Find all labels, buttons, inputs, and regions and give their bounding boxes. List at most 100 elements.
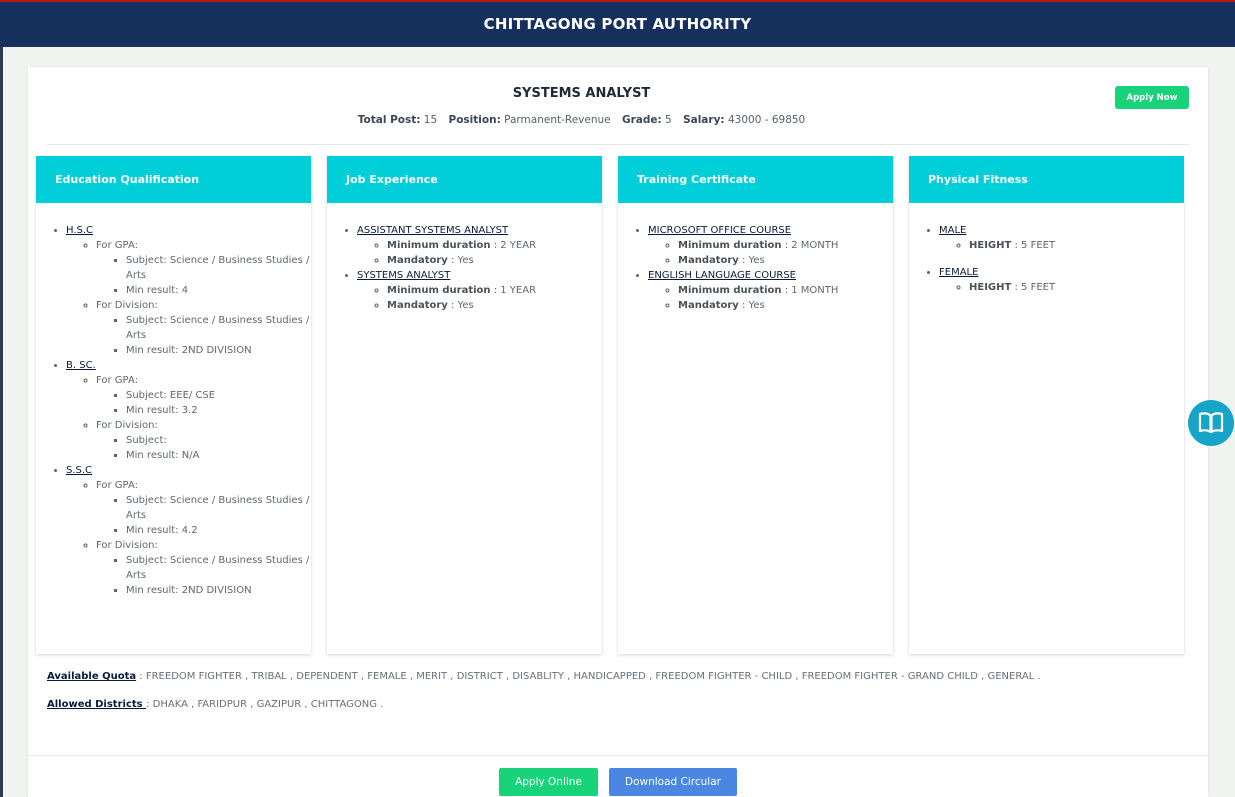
top-header-bar: CHITTAGONG PORT AUTHORITY — [0, 0, 1235, 47]
allowed-districts: Allowed Districts : DHAKA , FARIDPUR , G… — [47, 699, 383, 710]
list-item: For Division: Subject: Science / Busines… — [96, 298, 311, 358]
salary-value: 43000 - 69850 — [727, 114, 806, 126]
height-value: : 5 FEET — [1011, 240, 1056, 251]
download-circular-button[interactable]: Download Circular — [609, 768, 737, 796]
available-quota: Available Quota : FREEDOM FIGHTER , TRIB… — [47, 671, 1041, 682]
gpa-label: For GPA: — [96, 480, 138, 491]
list-item: Min result: N/A — [126, 448, 311, 463]
fitness-panel: Physical Fitness MALE HEIGHT : 5 FEET FE… — [909, 156, 1184, 654]
min-duration-value: : 2 YEAR — [490, 240, 537, 251]
divider — [47, 144, 1189, 145]
position-label: Position: — [448, 114, 501, 126]
list-item: Min result: 4 — [126, 283, 311, 298]
left-edge-strip — [0, 47, 3, 797]
list-item: Mandatory : Yes — [387, 253, 602, 268]
list-item: HEIGHT : 5 FEET — [969, 238, 1184, 253]
list-item: SYSTEMS ANALYST Minimum duration : 1 YEA… — [357, 268, 602, 313]
min-duration-value: : 1 YEAR — [490, 285, 537, 296]
training-panel: Training Certificate MICROSOFT OFFICE CO… — [618, 156, 893, 654]
height-label: HEIGHT — [969, 240, 1012, 251]
list-item: FEMALE HEIGHT : 5 FEET — [939, 265, 1184, 295]
list-item: Min result: 2ND DIVISION — [126, 343, 311, 358]
fitness-female-link[interactable]: FEMALE — [939, 267, 979, 278]
list-item: Minimum duration : 1 YEAR — [387, 283, 602, 298]
mandatory-value: : Yes — [738, 255, 765, 266]
min-duration-label: Minimum duration — [678, 240, 782, 251]
total-post-label: Total Post: — [357, 114, 421, 126]
education-panel: Education Qualification H.S.C For GPA: S… — [36, 156, 311, 654]
edu-hsc-link[interactable]: H.S.C — [66, 225, 94, 236]
apply-now-button[interactable]: Apply Now — [1115, 86, 1189, 109]
list-item: Mandatory : Yes — [678, 298, 893, 313]
footer-divider — [28, 755, 1208, 756]
site-title: CHITTAGONG PORT AUTHORITY — [483, 15, 752, 33]
list-item: Subject: Science / Business Studies / Ar… — [126, 253, 311, 283]
min-duration-value: : 2 MONTH — [781, 240, 839, 251]
mandatory-value: : Yes — [738, 300, 765, 311]
list-item: Minimum duration : 2 YEAR — [387, 238, 602, 253]
division-label: For Division: — [96, 420, 158, 431]
list-item: H.S.C For GPA: Subject: Science / Busine… — [66, 223, 311, 358]
list-item: B. SC. For GPA: Subject: EEE/ CSE Min re… — [66, 358, 311, 463]
list-item: For GPA: Subject: Science / Business Stu… — [96, 478, 311, 538]
grade-value: 5 — [665, 114, 672, 126]
fitness-male-link[interactable]: MALE — [939, 225, 967, 236]
job-meta: Total Post: 15 Position: Parmanent-Reven… — [28, 114, 1135, 126]
gpa-label: For GPA: — [96, 375, 138, 386]
list-item: For GPA: Subject: Science / Business Stu… — [96, 238, 311, 298]
available-quota-value: : FREEDOM FIGHTER , TRIBAL , DEPENDENT ,… — [136, 671, 1041, 682]
experience-panel: Job Experience ASSISTANT SYSTEMS ANALYST… — [327, 156, 602, 654]
height-value: : 5 FEET — [1011, 282, 1056, 293]
mandatory-value: : Yes — [447, 255, 474, 266]
book-open-icon-graphic — [1198, 412, 1224, 434]
mandatory-label: Mandatory — [678, 300, 739, 311]
edu-bsc-link[interactable]: B. SC. — [66, 360, 96, 371]
apply-online-button[interactable]: Apply Online — [499, 768, 598, 796]
salary-label: Salary: — [683, 114, 725, 126]
grade-label: Grade: — [621, 114, 662, 126]
min-duration-label: Minimum duration — [387, 240, 491, 251]
allowed-districts-link[interactable]: Allowed Districts — [47, 699, 147, 710]
list-item: Subject: Science / Business Studies / Ar… — [126, 313, 311, 343]
position-value: Parmanent-Revenue — [504, 114, 611, 126]
list-item: S.S.C For GPA: Subject: Science / Busine… — [66, 463, 311, 598]
mandatory-value: : Yes — [447, 300, 474, 311]
allowed-districts-value: : DHAKA , FARIDPUR , GAZIPUR , CHITTAGON… — [146, 699, 384, 710]
list-item: Subject: EEE/ CSE — [126, 388, 311, 403]
list-item: MICROSOFT OFFICE COURSE Minimum duration… — [648, 223, 893, 268]
list-item: Subject: Science / Business Studies / Ar… — [126, 493, 311, 523]
list-item: Mandatory : Yes — [678, 253, 893, 268]
exp-item-link[interactable]: SYSTEMS ANALYST — [357, 270, 451, 281]
min-duration-value: : 1 MONTH — [781, 285, 839, 296]
list-item: ASSISTANT SYSTEMS ANALYST Minimum durati… — [357, 223, 602, 268]
list-item: Min result: 3.2 — [126, 403, 311, 418]
mandatory-label: Mandatory — [387, 255, 448, 266]
book-open-icon[interactable] — [1188, 400, 1234, 446]
training-heading: Training Certificate — [618, 156, 893, 203]
list-item: Subject: Science / Business Studies / Ar… — [126, 553, 311, 583]
edu-ssc-link[interactable]: S.S.C — [66, 465, 93, 476]
list-item: Subject: — [126, 433, 311, 448]
mandatory-label: Mandatory — [678, 255, 739, 266]
job-card: SYSTEMS ANALYST Apply Now Total Post: 15… — [28, 67, 1208, 797]
division-label: For Division: — [96, 300, 158, 311]
list-item: Min result: 4.2 — [126, 523, 311, 538]
mandatory-label: Mandatory — [387, 300, 448, 311]
list-item: Minimum duration : 2 MONTH — [678, 238, 893, 253]
exp-item-link[interactable]: ASSISTANT SYSTEMS ANALYST — [357, 225, 509, 236]
list-item: For GPA: Subject: EEE/ CSE Min result: 3… — [96, 373, 311, 418]
available-quota-link[interactable]: Available Quota — [47, 671, 137, 682]
total-post-value: 15 — [423, 114, 438, 126]
list-item: Min result: 2ND DIVISION — [126, 583, 311, 598]
list-item: HEIGHT : 5 FEET — [969, 280, 1184, 295]
height-label: HEIGHT — [969, 282, 1012, 293]
education-heading: Education Qualification — [36, 156, 311, 203]
min-duration-label: Minimum duration — [387, 285, 491, 296]
training-item-link[interactable]: MICROSOFT OFFICE COURSE — [648, 225, 792, 236]
division-label: For Division: — [96, 540, 158, 551]
fitness-heading: Physical Fitness — [909, 156, 1184, 203]
gpa-label: For GPA: — [96, 240, 138, 251]
training-item-link[interactable]: ENGLISH LANGUAGE COURSE — [648, 270, 797, 281]
list-item: For Division: Subject: Science / Busines… — [96, 538, 311, 598]
list-item: MALE HEIGHT : 5 FEET — [939, 223, 1184, 253]
